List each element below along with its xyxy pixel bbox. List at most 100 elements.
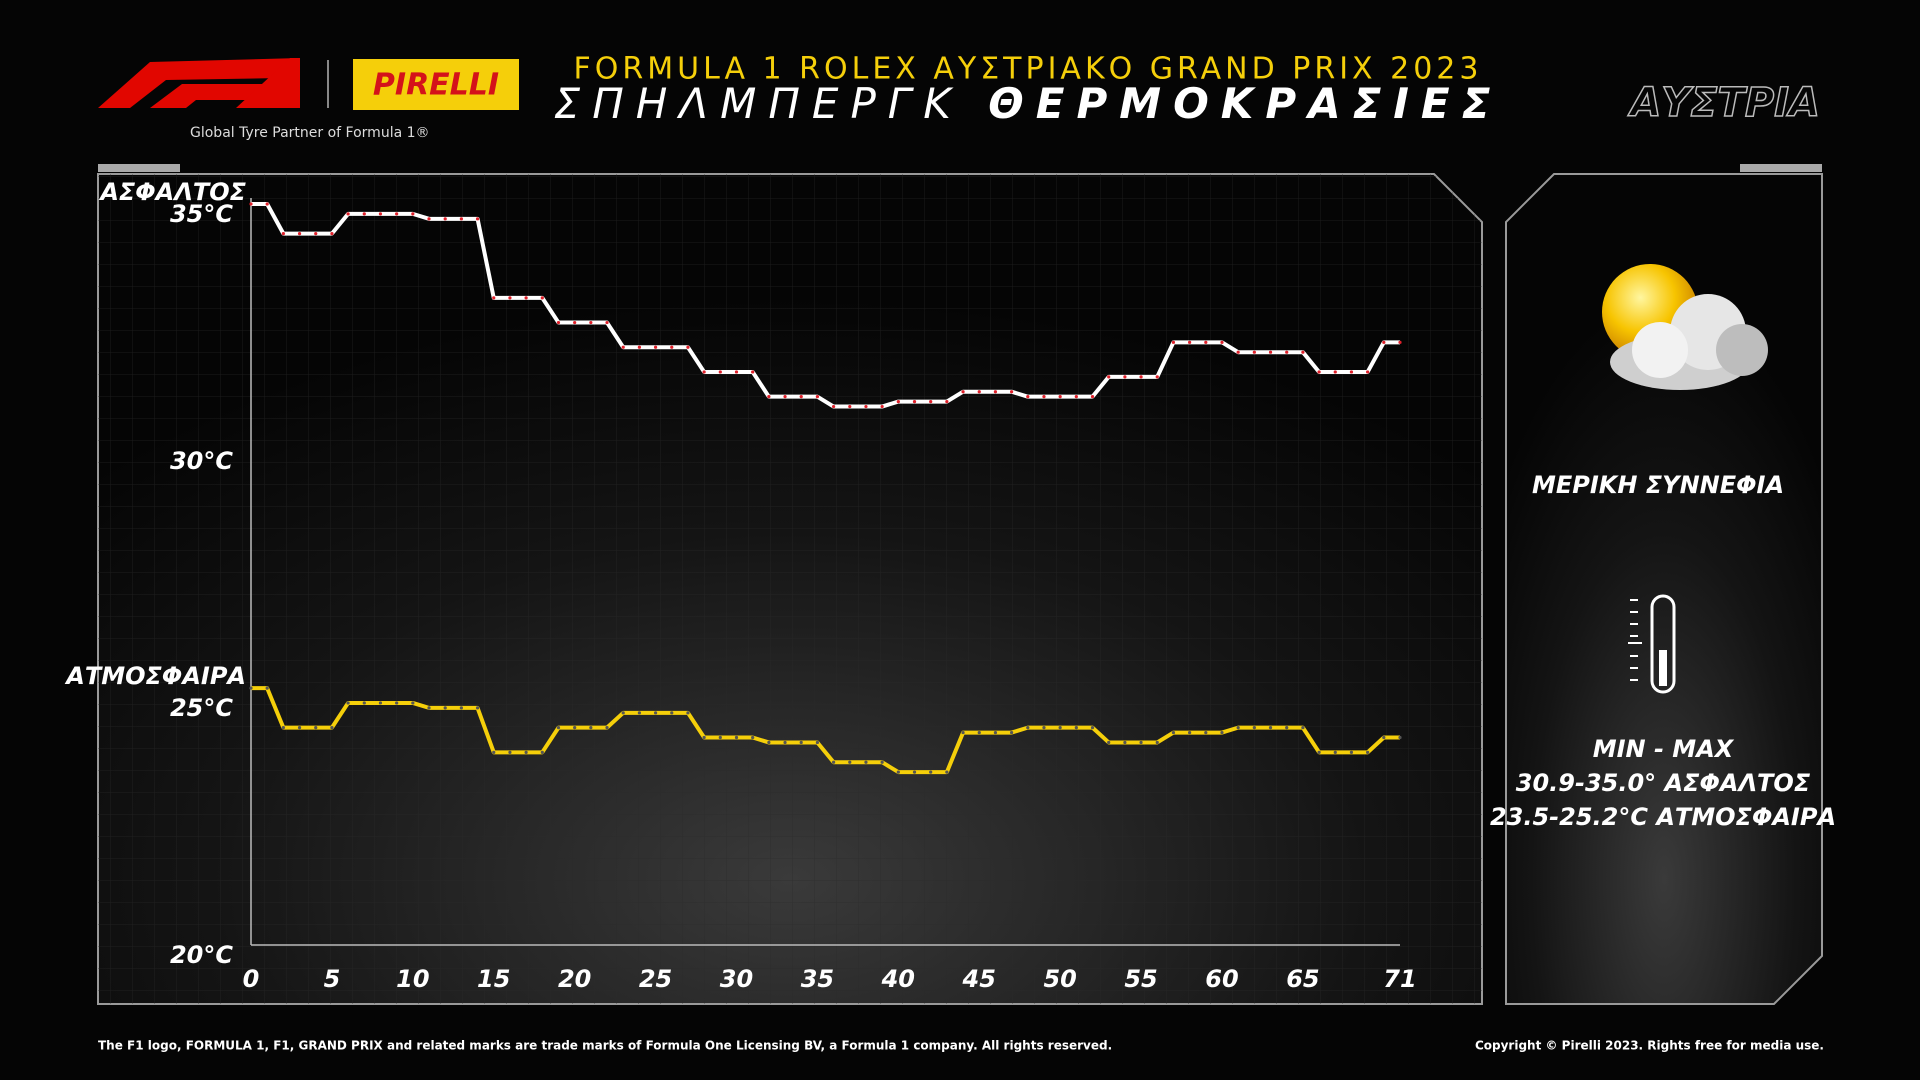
series-point <box>799 395 803 399</box>
series-point <box>767 395 771 399</box>
series-point <box>880 404 884 409</box>
footer-left: The F1 logo, FORMULA 1, F1, GRAND PRIX a… <box>98 1039 1112 1053</box>
x-tick-label: 35 <box>801 965 834 993</box>
air-range: 23.5-25.2°C ΑΤΜΟΣΦΑΙΡΑ <box>1490 803 1836 831</box>
series-point <box>670 345 674 349</box>
series-point <box>281 726 285 730</box>
x-tick-label: 55 <box>1124 965 1157 993</box>
series-line <box>251 202 1400 409</box>
series-point <box>1317 750 1321 754</box>
series-point <box>362 701 366 705</box>
series-point <box>653 711 658 715</box>
series-point <box>378 212 383 216</box>
y-tick-label: 30°C <box>170 447 233 475</box>
series-point <box>1058 726 1062 730</box>
series-point <box>831 404 836 409</box>
series-point <box>1123 375 1127 379</box>
x-tick-label: 20 <box>558 965 591 993</box>
series-point <box>330 232 334 236</box>
frame-accent <box>98 164 180 172</box>
pirelli-logo <box>353 59 519 110</box>
series-point <box>573 726 577 730</box>
series-point <box>734 735 739 740</box>
series-point <box>265 202 269 206</box>
subtitle-light: ΣΠΗΛΜΠΕΡΓΚ <box>554 79 963 128</box>
frame-accent <box>1740 164 1822 172</box>
track-range: 30.9-35.0° ΑΣΦΑΛΤΟΣ <box>1516 769 1811 797</box>
series-point <box>1188 730 1192 735</box>
series-point <box>1074 726 1078 730</box>
series-point <box>1042 726 1046 730</box>
series-point <box>1042 395 1046 399</box>
x-tick-label: 40 <box>881 965 915 993</box>
weather-icon <box>1602 264 1768 390</box>
x-tick-label: 15 <box>477 965 510 993</box>
series-point <box>1252 350 1256 354</box>
series-point <box>1204 340 1208 344</box>
series-point <box>961 390 965 394</box>
series-point <box>378 701 383 705</box>
series-point <box>589 320 593 325</box>
x-tick-label: 60 <box>1205 965 1238 993</box>
series-point <box>896 770 900 774</box>
series-point <box>443 706 447 710</box>
series-point <box>1285 726 1289 730</box>
series-point <box>1382 340 1386 344</box>
series-point <box>314 726 318 730</box>
x-tick-label: 50 <box>1043 965 1076 993</box>
series-point <box>556 726 561 730</box>
series-point <box>1301 350 1305 354</box>
series-point <box>1236 726 1240 730</box>
footer-right: Copyright © Pirelli 2023. Rights free fo… <box>1475 1039 1824 1053</box>
series-point <box>589 726 593 730</box>
series-point <box>993 390 998 394</box>
series-point <box>605 320 609 325</box>
series-point <box>459 706 463 710</box>
series-point <box>993 730 998 735</box>
x-tick-label: 71 <box>1383 965 1416 993</box>
series-point <box>637 345 641 349</box>
series-point <box>297 232 302 236</box>
series-point <box>1366 370 1370 374</box>
series-point <box>621 711 625 715</box>
series-point <box>1139 740 1143 745</box>
series-point <box>524 750 528 754</box>
x-tick-label: 5 <box>324 965 341 993</box>
series-point <box>751 370 755 374</box>
series-point <box>977 730 981 735</box>
series-point <box>961 730 965 735</box>
series-point <box>1026 395 1030 399</box>
series-label: ΑΤΜΟΣΦΑΙΡΑ <box>64 662 246 690</box>
series-point <box>670 711 674 715</box>
series-point <box>1155 375 1159 379</box>
series-point <box>1204 730 1208 735</box>
info-panel <box>1505 173 1823 1005</box>
series-point <box>912 770 917 774</box>
series-point <box>443 217 447 221</box>
series-point <box>1301 726 1305 730</box>
tagline: Global Tyre Partner of Formula 1® <box>190 125 430 141</box>
series-point <box>783 395 787 399</box>
series-point <box>459 217 463 221</box>
series-point <box>848 404 852 409</box>
series-point <box>1349 750 1354 754</box>
series-point <box>1398 735 1402 740</box>
series-point <box>1188 340 1192 344</box>
series-point <box>508 296 512 300</box>
series-point <box>1107 375 1111 379</box>
series-point <box>1220 730 1224 735</box>
series-point <box>1220 340 1224 344</box>
series-point <box>1268 726 1273 730</box>
series-point <box>330 726 334 730</box>
series-point <box>880 760 884 764</box>
series-point <box>1333 750 1337 754</box>
series-point <box>702 370 706 374</box>
series-point <box>556 320 561 325</box>
series-point <box>1333 370 1337 374</box>
x-tick-label: 65 <box>1286 965 1319 993</box>
weather-label: ΜΕΡΙΚΗ ΣΥΝΝΕΦΙΑ <box>1532 471 1784 499</box>
series-point <box>831 760 836 764</box>
x-tick-label: 0 <box>243 965 260 993</box>
series-point <box>540 750 544 754</box>
series-point <box>653 345 658 349</box>
